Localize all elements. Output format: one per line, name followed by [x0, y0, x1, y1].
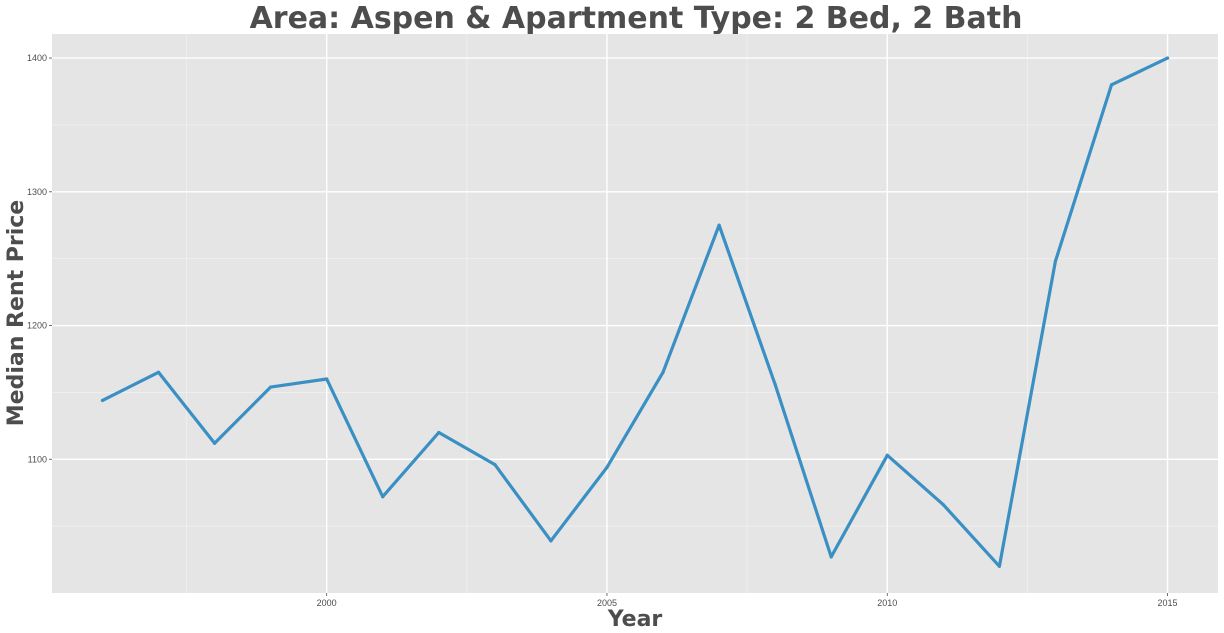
x-tick-label: 2005 — [597, 598, 617, 608]
data-point — [1053, 259, 1058, 263]
data-point — [100, 398, 105, 403]
data-point — [885, 453, 889, 457]
data-point — [437, 430, 441, 435]
data-point — [1165, 56, 1170, 60]
data-point — [212, 441, 217, 445]
data-point — [493, 463, 497, 467]
data-point — [661, 370, 665, 374]
chart-title: Area: Aspen & Apartment Type: 2 Bed, 2 B… — [250, 1, 1023, 36]
x-axis-title: Year — [607, 607, 663, 632]
series-layer — [100, 56, 1170, 568]
minor-gridlines — [52, 34, 1218, 593]
y-axis-title: Median Rent Price — [4, 200, 29, 426]
data-point — [156, 370, 161, 374]
data-point — [1109, 83, 1114, 87]
y-tick-label: 1100 — [28, 454, 47, 464]
series-line — [100, 56, 1170, 568]
data-point — [717, 223, 721, 227]
data-point — [269, 385, 273, 389]
major-gridlines — [52, 34, 1218, 593]
data-point — [829, 555, 833, 559]
data-point — [549, 539, 553, 543]
y-tick-label: 1200 — [27, 321, 47, 331]
data-point — [997, 564, 1001, 568]
plot-panel — [52, 34, 1218, 593]
x-axis: 2000 2005 2010 2015 — [317, 593, 1178, 608]
data-point — [325, 377, 329, 381]
data-point — [381, 495, 385, 499]
data-point — [941, 503, 945, 507]
x-tick-label: 2015 — [1158, 598, 1178, 608]
y-tick-label: 1400 — [27, 53, 47, 63]
x-tick-label: 2010 — [877, 598, 897, 608]
x-tick-label: 2000 — [317, 598, 337, 608]
y-tick-label: 1300 — [27, 187, 47, 197]
data-point — [773, 382, 777, 386]
y-axis: 1100 1200 1300 1400 — [27, 53, 52, 464]
data-point — [605, 465, 609, 469]
